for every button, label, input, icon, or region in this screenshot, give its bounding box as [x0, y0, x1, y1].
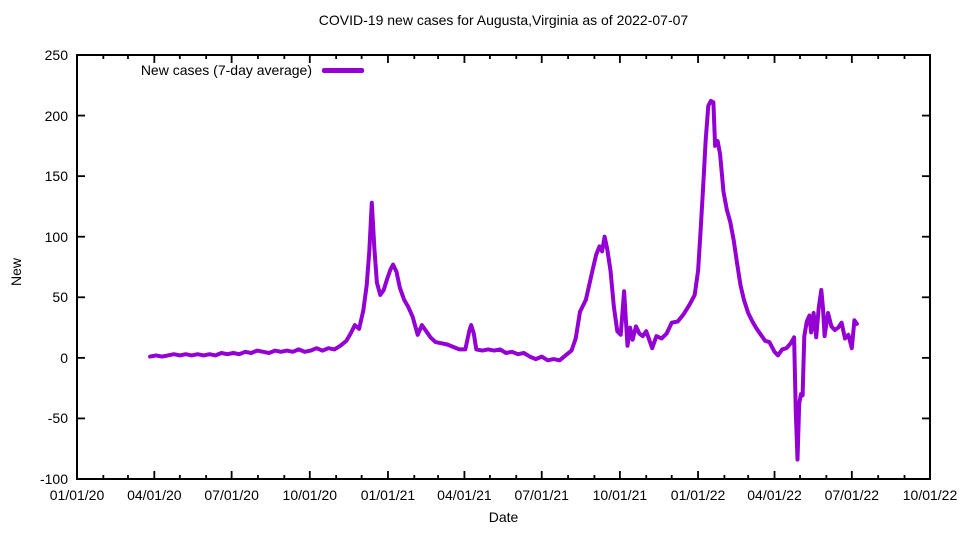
x-tick-label: 10/01/22 [902, 487, 958, 503]
x-axis-label: Date [488, 509, 519, 525]
x-tick-label: 07/01/20 [204, 487, 259, 503]
x-tick-label: 01/01/21 [360, 487, 416, 503]
y-tick-label: 100 [44, 228, 68, 245]
y-tick-label: 250 [44, 47, 68, 63]
x-tick-label: 10/01/20 [282, 487, 338, 503]
chart-title: COVID-19 new cases for Augusta,Virginia … [318, 12, 689, 28]
x-tick-label: 04/01/20 [127, 487, 182, 503]
y-tick-label: 200 [44, 107, 68, 124]
legend-line-swatch [322, 68, 364, 73]
x-tick-label: 04/01/21 [437, 487, 492, 503]
legend-label: New cases (7-day average) [140, 62, 312, 78]
y-axis-label: New [8, 257, 24, 287]
x-tick-label: 10/01/21 [592, 487, 648, 503]
series-line-new-cases [148, 99, 859, 462]
x-tick-label: 07/01/22 [824, 487, 880, 503]
y-tick-label: 50 [52, 289, 68, 306]
y-tick-label: -100 [39, 471, 68, 487]
y-tick-label: 150 [44, 168, 68, 185]
x-tick-label: 04/01/22 [747, 487, 802, 503]
x-tick-label: 01/01/20 [49, 487, 105, 503]
y-tick-label: 0 [60, 349, 68, 366]
x-tick-label: 07/01/21 [514, 487, 569, 503]
x-tick-label: 01/01/22 [670, 487, 726, 503]
y-tick-label: -50 [47, 410, 68, 427]
plot-frame [76, 54, 931, 480]
